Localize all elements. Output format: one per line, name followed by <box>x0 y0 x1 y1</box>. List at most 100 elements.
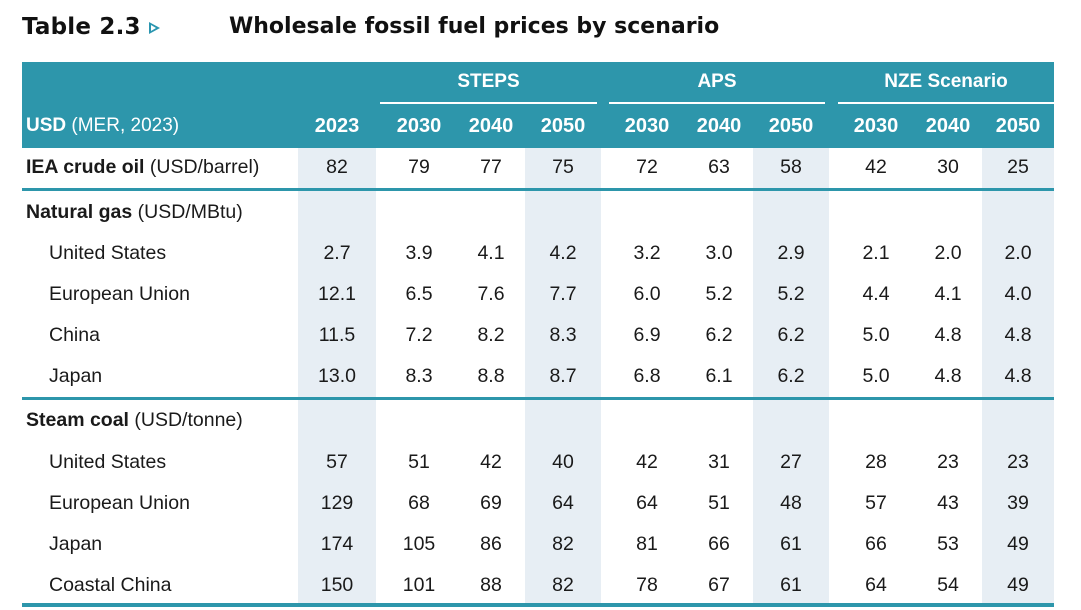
cell: 78 <box>636 574 658 596</box>
cell: 2.0 <box>1004 242 1032 264</box>
cell: 64 <box>552 492 574 514</box>
cell: 4.1 <box>477 242 505 264</box>
cell: 88 <box>480 574 502 596</box>
cell: 4.8 <box>1004 324 1032 346</box>
cell: 5.0 <box>862 365 890 387</box>
cell: 42 <box>865 156 887 178</box>
year-header: 2030 <box>853 115 899 137</box>
cell: 27 <box>780 451 802 473</box>
cell: 11.5 <box>318 324 356 346</box>
cell: 43 <box>937 492 959 514</box>
cell: 6.2 <box>705 324 733 346</box>
cell: 3.9 <box>405 242 433 264</box>
cell: 25 <box>1007 156 1029 178</box>
cell: 3.2 <box>633 242 661 264</box>
cell: 2.7 <box>323 242 351 264</box>
cell: 61 <box>780 533 802 555</box>
cell: 61 <box>780 574 802 596</box>
cell: 64 <box>636 492 658 514</box>
section-rule <box>22 188 1054 191</box>
unit-label-bold: USD <box>26 115 67 136</box>
row-label: European Union <box>49 492 190 514</box>
cell: 7.7 <box>549 283 577 305</box>
cell: 66 <box>708 533 730 555</box>
year-header: 2040 <box>925 115 971 137</box>
row-label: Japan <box>49 365 103 387</box>
year-header: 2030 <box>396 115 442 137</box>
cell: 75 <box>552 156 574 178</box>
row-label-crude-oil: IEA crude oil (USD/barrel) <box>26 147 259 187</box>
cell: 2.9 <box>777 242 805 264</box>
cell: 49 <box>1007 533 1029 555</box>
cell: 86 <box>480 533 502 555</box>
coal-label-bold: Steam coal <box>26 409 129 431</box>
cell: 8.3 <box>405 365 433 387</box>
cell: 53 <box>937 533 959 555</box>
shade-col-2023 <box>298 148 376 603</box>
cell: 66 <box>865 533 887 555</box>
cell: 4.0 <box>1004 283 1032 305</box>
cell: 4.4 <box>862 283 890 305</box>
cell: 5.2 <box>777 283 805 305</box>
cell: 63 <box>708 156 730 178</box>
table-caption: Wholesale fossil fuel prices by scenario <box>229 14 720 39</box>
cell: 2.1 <box>862 242 890 264</box>
cell: 54 <box>937 574 959 596</box>
cell: 174 <box>320 533 354 555</box>
cell: 4.1 <box>934 283 962 305</box>
cell: 23 <box>937 451 959 473</box>
cell: 7.6 <box>477 283 505 305</box>
cell: 57 <box>326 451 348 473</box>
cell: 12.1 <box>318 283 356 305</box>
row-label: European Union <box>49 283 190 305</box>
cell: 67 <box>708 574 730 596</box>
cell: 6.2 <box>777 324 805 346</box>
cell: 6.2 <box>777 365 805 387</box>
cell: 8.3 <box>549 324 577 346</box>
cell: 4.8 <box>934 365 962 387</box>
cell: 8.7 <box>549 365 577 387</box>
table-bottom-rule <box>22 603 1054 607</box>
row-label: Japan <box>49 533 103 555</box>
cell: 82 <box>552 574 574 596</box>
cell: 42 <box>480 451 502 473</box>
cell: 8.8 <box>477 365 505 387</box>
gas-label-unit: (USD/MBtu) <box>132 201 243 223</box>
year-header: 2040 <box>468 115 514 137</box>
cell: 6.0 <box>633 283 661 305</box>
cell: 58 <box>780 156 802 178</box>
section-label-steam-coal: Steam coal (USD/tonne) <box>26 400 243 440</box>
cell: 4.2 <box>549 242 577 264</box>
cell: 40 <box>552 451 574 473</box>
year-header: 2030 <box>624 115 670 137</box>
row-label: Coastal China <box>49 574 172 596</box>
cell: 72 <box>636 156 658 178</box>
cell: 6.9 <box>633 324 661 346</box>
unit-label-rest: (MER, 2023) <box>66 115 180 136</box>
cell: 48 <box>780 492 802 514</box>
cell: 51 <box>408 451 430 473</box>
table-number: Table 2.3 <box>22 14 141 40</box>
cell: 28 <box>865 451 887 473</box>
cell: 5.2 <box>705 283 733 305</box>
cell: 30 <box>937 156 959 178</box>
cell: 64 <box>865 574 887 596</box>
group-steps-rule <box>380 102 597 104</box>
row-label: China <box>49 324 100 346</box>
cell: 5.0 <box>862 324 890 346</box>
group-steps: STEPS <box>457 71 520 92</box>
cell: 3.0 <box>705 242 733 264</box>
cell: 39 <box>1007 492 1029 514</box>
cell: 31 <box>708 451 730 473</box>
cell: 8.2 <box>477 324 505 346</box>
table-title: Table 2.3 Wholesale fossil fuel prices b… <box>22 10 719 44</box>
row-label: United States <box>49 242 167 264</box>
section-label-natural-gas: Natural gas (USD/MBtu) <box>26 192 243 232</box>
cell: 150 <box>320 574 354 596</box>
crude-label-bold: IEA crude oil <box>26 156 145 178</box>
group-aps: APS <box>697 71 737 92</box>
shade-col-steps-2050 <box>525 148 601 603</box>
cell: 51 <box>708 492 730 514</box>
cell: 6.8 <box>633 365 661 387</box>
cell: 101 <box>402 574 436 596</box>
